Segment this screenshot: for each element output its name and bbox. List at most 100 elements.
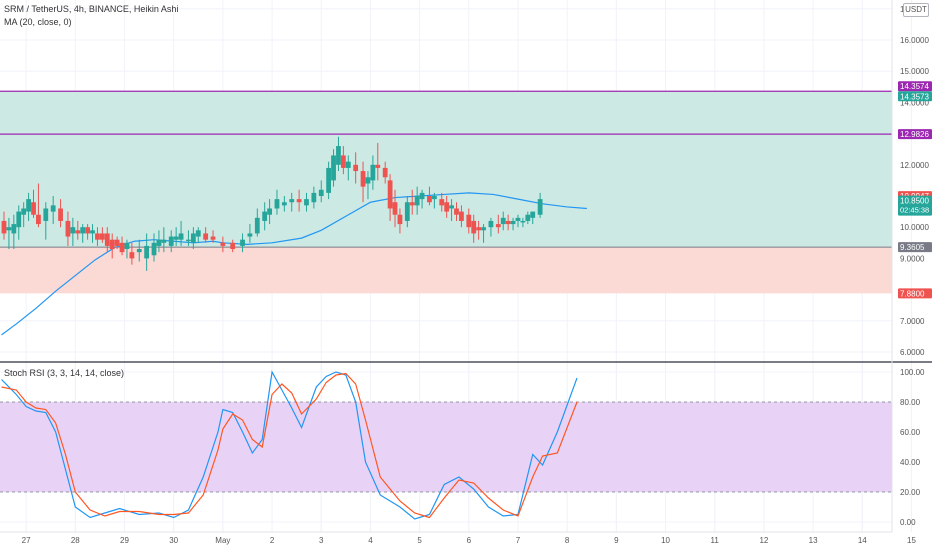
price-label-text: 10.8500 [900,197,929,206]
price-label: 12.9826 [898,129,932,140]
price-tick: 7.0000 [900,317,925,326]
time-tick: 29 [120,536,129,545]
price-label: 14.3574 [898,81,932,92]
horizontal-lines[interactable] [0,90,892,135]
price-label-box [898,195,932,216]
stoch-tick: 40.00 [900,458,921,467]
time-tick: May [215,536,230,545]
price-tick: 6.0000 [900,348,925,357]
candle [99,227,105,243]
candle-body [304,199,309,206]
stoch-legend[interactable]: Stoch RSI (3, 3, 14, 14, close) [4,368,125,378]
candle [114,236,120,250]
candle-body [124,242,130,250]
price-label-box [898,288,932,299]
price-label-box [898,129,932,140]
price-label: 14.3573 [898,91,932,102]
candle [21,202,27,228]
candle-body [296,199,302,203]
candle [392,189,398,228]
candle-body [129,252,135,259]
candle [419,189,425,209]
candle [1,211,7,240]
candle [331,149,336,187]
candle [190,227,196,250]
candle-body [520,220,526,223]
stoch-d-line [1,372,578,519]
candle [124,239,130,259]
candle [296,189,302,212]
candle-body [186,239,191,242]
candle-body [109,239,115,250]
candle [267,199,272,225]
candles [1,136,543,271]
candle [370,155,376,190]
candle-body [466,214,472,228]
time-tick: 7 [516,536,521,545]
candle [326,161,332,200]
candle-body [387,180,393,209]
candle [6,217,12,250]
candle-body [31,202,36,215]
stoch-k-line [1,370,578,520]
stoch-tick: 80.00 [900,398,921,407]
candle-body [43,208,49,221]
candle [173,227,179,246]
candle-body [375,164,381,168]
candle [36,183,41,228]
candle-body [168,236,174,246]
time-tick: 27 [22,536,31,545]
candle [161,227,167,253]
candle-body [331,155,336,181]
price-tick: 14.0000 [900,98,929,107]
candle [104,227,110,253]
price-tick: 9.0000 [900,254,925,263]
candle-body [254,217,260,234]
candle-body [365,177,371,184]
candle [254,208,260,237]
candle-body [488,220,494,228]
candle [240,233,245,253]
candle-body [99,233,105,240]
candle-body [1,220,7,234]
countdown-text: 02:45:38 [900,206,929,215]
candle [525,211,531,225]
time-tick: 12 [759,536,768,545]
candle [444,196,450,218]
time-tick: 13 [809,536,818,545]
candle-body [370,164,376,181]
candle-body [318,189,324,196]
candle-body [161,239,167,243]
candle [439,192,445,212]
candle [119,236,125,256]
candle-body [392,202,398,215]
stoch-axis[interactable]: 0.00 20.00 40.00 60.00 80.00 100.00 [900,368,925,527]
candle [537,192,543,218]
candle-body [340,155,346,168]
candle-body [195,230,201,237]
price-tick: 15.0000 [900,67,929,76]
stoch-lines [1,370,578,520]
candle-body [397,214,403,225]
candle [471,214,477,243]
candle-body [210,236,216,240]
price-label-text: 14.3573 [900,92,929,101]
candle-body [427,196,432,203]
currency-button[interactable]: USDT [903,3,929,17]
candle-body [136,249,142,253]
candle-body [353,164,359,172]
candle [220,236,226,253]
ma-line [1,192,587,336]
candle-body [114,239,120,246]
ma-legend[interactable]: MA (20, close, 0) [4,17,72,27]
time-axis[interactable]: 27 28 29 30 May 2 3 4 5 6 7 8 9 10 11 12 13 14 15 [22,536,917,545]
candle [65,211,71,246]
time-tick: 4 [368,536,373,545]
symbol-legend[interactable]: SRM / TetherUS, 4h, BINANCE, Heikin Ashi [4,4,179,14]
candle [481,224,486,243]
stoch-tick: 0.00 [900,518,916,527]
candle-body [471,220,477,234]
candle [31,189,36,218]
